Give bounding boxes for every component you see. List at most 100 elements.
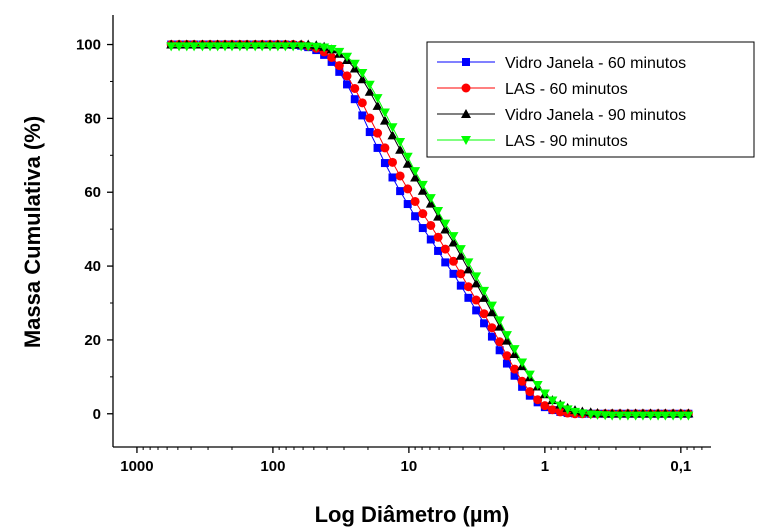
data-point bbox=[448, 256, 458, 266]
data-point bbox=[379, 108, 390, 118]
data-point bbox=[547, 405, 557, 415]
data-point bbox=[547, 396, 558, 406]
data-point bbox=[440, 219, 451, 229]
data-point bbox=[387, 157, 397, 167]
data-point bbox=[350, 95, 359, 104]
data-point bbox=[622, 411, 633, 421]
data-point bbox=[357, 98, 367, 108]
data-point bbox=[418, 209, 428, 219]
data-point bbox=[396, 187, 405, 196]
data-point bbox=[226, 42, 237, 52]
data-point bbox=[205, 42, 216, 52]
data-point bbox=[388, 173, 397, 182]
data-point bbox=[449, 269, 458, 278]
data-point bbox=[365, 113, 375, 123]
y-tick-label: 20 bbox=[84, 332, 101, 349]
data-point bbox=[296, 42, 307, 52]
data-point bbox=[358, 111, 367, 120]
data-point bbox=[471, 278, 482, 288]
data-point bbox=[501, 331, 512, 341]
data-point bbox=[533, 395, 543, 405]
data-point bbox=[417, 180, 428, 190]
data-point bbox=[349, 59, 360, 69]
data-point bbox=[387, 123, 398, 133]
data-point bbox=[592, 410, 603, 420]
legend-marker bbox=[461, 83, 471, 93]
data-point bbox=[525, 387, 535, 397]
data-point bbox=[272, 42, 283, 52]
data-point bbox=[433, 211, 444, 221]
data-point bbox=[555, 401, 566, 411]
data-point bbox=[502, 351, 512, 361]
data-point bbox=[395, 138, 406, 148]
legend-label: LAS - 90 minutos bbox=[505, 133, 628, 150]
data-point bbox=[494, 316, 505, 326]
data-point bbox=[495, 337, 505, 347]
legend-label: Vidro Janela - 60 minutos bbox=[505, 55, 686, 72]
data-point bbox=[455, 250, 466, 260]
data-point bbox=[660, 411, 671, 421]
data-point bbox=[417, 185, 428, 195]
axes: 0 20 40 60 80 100 1000 100 10 1 0,1 bbox=[76, 15, 711, 475]
data-point bbox=[463, 264, 474, 274]
legend-box bbox=[426, 41, 755, 158]
x-tick-label: 1000 bbox=[120, 458, 153, 475]
data-point bbox=[425, 194, 436, 204]
data-point bbox=[479, 286, 490, 296]
data-point bbox=[495, 346, 504, 355]
data-point bbox=[510, 371, 519, 380]
data-point bbox=[472, 306, 481, 315]
data-point bbox=[380, 159, 389, 168]
data-point bbox=[433, 232, 443, 242]
data-point bbox=[411, 212, 420, 221]
data-point bbox=[350, 83, 360, 93]
y-tick-label: 40 bbox=[84, 258, 101, 275]
data-point bbox=[357, 74, 368, 84]
legend-marker bbox=[461, 109, 471, 118]
data-point bbox=[440, 224, 451, 234]
data-point bbox=[288, 42, 299, 52]
data-point bbox=[675, 411, 686, 421]
data-point bbox=[395, 171, 405, 181]
data-point bbox=[403, 184, 413, 194]
data-point bbox=[539, 389, 550, 399]
data-point bbox=[441, 258, 450, 267]
y-axis-title: Massa Cumulativa (%) bbox=[20, 116, 45, 348]
data-point bbox=[494, 321, 505, 331]
data-point bbox=[434, 246, 443, 255]
x-tick-label: 1 bbox=[541, 458, 549, 475]
data-point bbox=[365, 128, 374, 137]
data-point bbox=[372, 100, 383, 110]
data-point bbox=[562, 405, 573, 415]
data-point bbox=[479, 309, 489, 319]
data-point bbox=[425, 198, 436, 208]
legend-marker bbox=[462, 58, 470, 66]
data-point bbox=[426, 220, 436, 230]
data-point bbox=[645, 411, 656, 421]
data-point bbox=[480, 319, 489, 328]
x-tick-label: 0,1 bbox=[670, 458, 691, 475]
legend-label: LAS - 60 minutos bbox=[505, 81, 628, 98]
data-point bbox=[509, 345, 520, 355]
data-point bbox=[510, 364, 520, 374]
data-point bbox=[327, 52, 337, 62]
data-point bbox=[373, 143, 382, 152]
data-point bbox=[387, 130, 398, 140]
data-point bbox=[668, 411, 679, 421]
data-point bbox=[418, 224, 427, 233]
x-tick-label: 100 bbox=[260, 458, 285, 475]
data-point bbox=[373, 128, 383, 138]
data-point bbox=[379, 115, 390, 125]
data-point bbox=[364, 86, 375, 96]
data-point bbox=[319, 43, 330, 53]
data-point bbox=[486, 307, 497, 317]
series-layer bbox=[166, 39, 694, 421]
data-point bbox=[630, 411, 641, 421]
data-point bbox=[234, 42, 245, 52]
series-4 bbox=[166, 42, 694, 421]
data-point bbox=[265, 42, 276, 52]
data-point bbox=[540, 401, 550, 411]
data-point bbox=[486, 301, 497, 311]
x-tick-label: 10 bbox=[401, 458, 418, 475]
